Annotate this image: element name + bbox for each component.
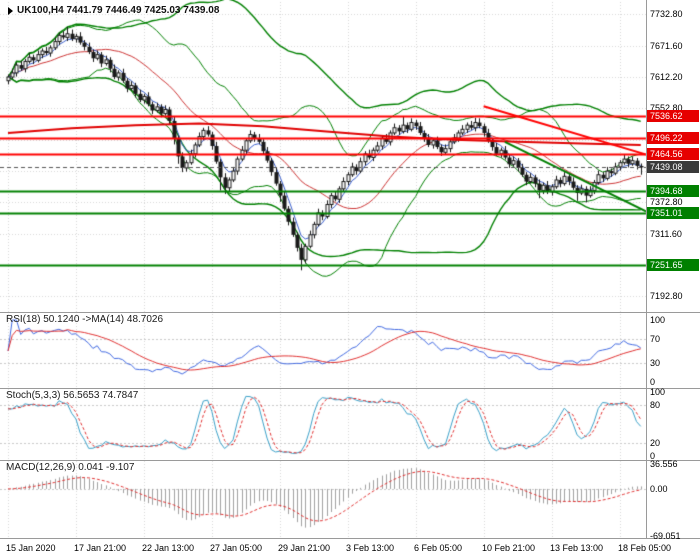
rsi-scale-label: 100	[650, 315, 666, 325]
macd-indicator-header: MACD(12,26,9) 0.041 -9.107	[6, 462, 135, 473]
axis-separator	[646, 0, 647, 539]
stoch-scale-label: 100	[650, 387, 666, 397]
stoch-scale-label: 80	[650, 399, 661, 410]
current-price-label: 7439.08	[647, 161, 699, 174]
price-axis-tick: 7732.80	[650, 9, 683, 19]
price-axis-tick: 7372.80	[650, 197, 683, 207]
price-axis-tick: 7552.80	[650, 103, 683, 113]
time-axis-label: 13 Feb 13:00	[550, 543, 604, 553]
price-axis-tick: 7311.60	[650, 228, 682, 239]
level-price-label[interactable]: 7464.56	[647, 148, 699, 161]
stoch-indicator-header: Stoch(5,3,3) 56.5653 74.7847	[6, 390, 139, 401]
level-price-label[interactable]: 7536.62	[647, 110, 699, 123]
macd-scale-label: -69.051	[650, 531, 681, 541]
rsi-scale-label: 70	[650, 333, 661, 344]
level-price-label[interactable]: 7394.68	[647, 184, 699, 197]
time-axis-label: 15 Jan 2020	[6, 543, 56, 553]
level-price-label[interactable]: 7351.01	[647, 207, 699, 220]
macd-scale-label: 36.556	[650, 459, 678, 469]
stoch-scale-label: 20	[650, 438, 661, 449]
time-axis-label: 18 Feb 05:00	[618, 543, 672, 553]
symbol-info-text: UK100,H4 7441.79 7446.49 7425.03 7439.08	[17, 5, 220, 16]
panel-separator[interactable]	[0, 388, 700, 389]
time-axis-label: 17 Jan 21:00	[74, 543, 127, 553]
object-marker-icon	[8, 6, 13, 15]
time-axis-label: 3 Feb 13:00	[346, 543, 395, 553]
rsi-scale-label: 0	[650, 377, 656, 387]
time-axis-label: 6 Feb 05:00	[414, 543, 463, 553]
time-axis-label: 27 Jan 05:00	[210, 543, 263, 553]
time-axis-label: 10 Feb 21:00	[482, 543, 536, 553]
time-axis-label: 22 Jan 13:00	[142, 543, 195, 553]
level-price-label[interactable]: 7251.65	[647, 259, 699, 272]
macd-scale-label: 0.00	[650, 483, 668, 494]
stoch-scale-label: 0	[650, 451, 656, 461]
panel-separator[interactable]	[0, 460, 700, 461]
price-axis-tick: 7671.60	[650, 40, 683, 51]
time-axis-label: 29 Jan 21:00	[278, 543, 331, 553]
rsi-indicator-header: RSI(18) 50.1240 ->MA(14) 48.7026	[6, 314, 164, 325]
price-axis-tick: 7612.20	[650, 71, 683, 82]
panel-separator[interactable]	[0, 538, 700, 539]
rsi-scale-label: 30	[650, 358, 661, 369]
panel-separator[interactable]	[0, 312, 700, 313]
symbol-info: UK100,H4 7441.79 7446.49 7425.03 7439.08	[8, 5, 219, 16]
level-price-label[interactable]: 7496.22	[647, 131, 699, 144]
price-axis-tick: 7192.80	[650, 291, 683, 301]
